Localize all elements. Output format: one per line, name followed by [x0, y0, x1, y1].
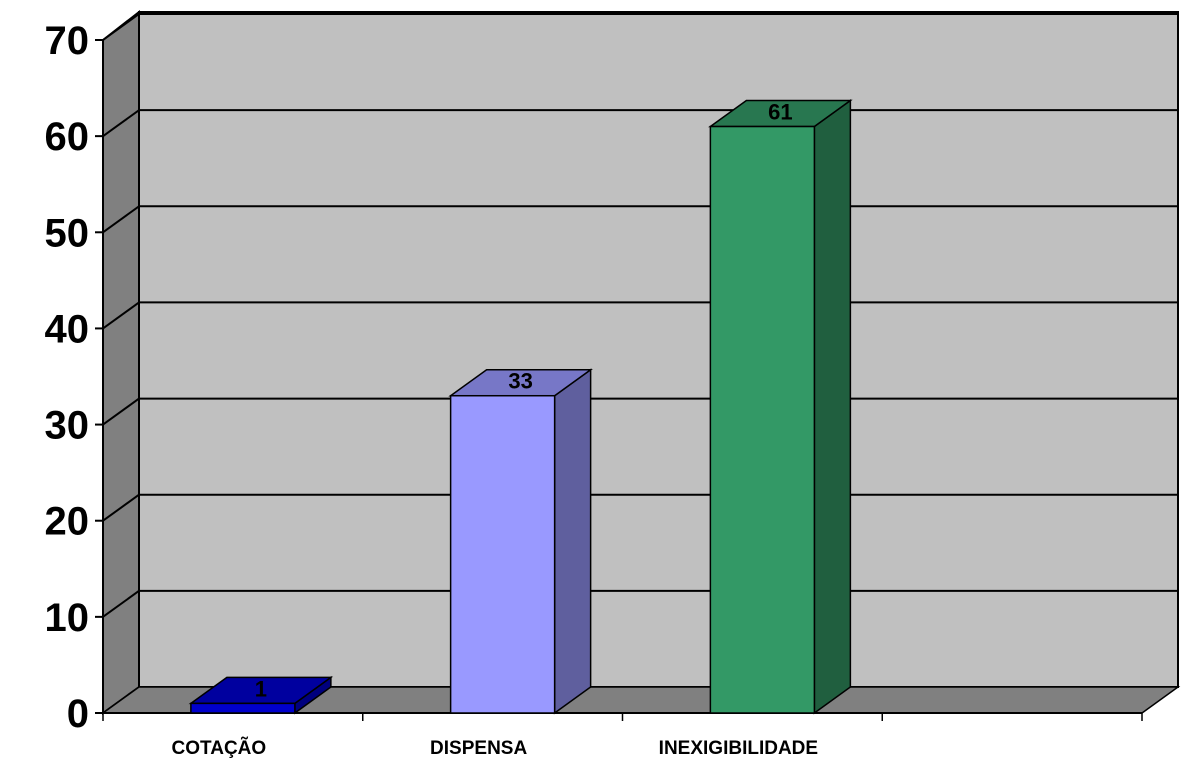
bar-1 — [188, 675, 334, 715]
data-label: 33 — [508, 369, 532, 394]
data-labels: 1 33 61 — [255, 100, 793, 702]
bar-2 — [448, 368, 593, 715]
data-label: 61 — [768, 100, 792, 125]
bar-front — [190, 702, 296, 714]
y-tick-label: 40 — [45, 307, 90, 351]
gridlines — [102, 13, 1178, 618]
gridline-side — [102, 109, 140, 137]
gridline-side — [102, 397, 140, 426]
y-axis: 0 10 20 30 40 50 60 70 — [45, 19, 104, 736]
gridline-side — [102, 493, 140, 522]
y-tick-label: 10 — [45, 596, 90, 640]
y-tick-label: 0 — [67, 692, 89, 736]
bar-3 — [708, 99, 853, 715]
x-tick-label: DISPENSA — [430, 738, 527, 759]
gridline-side — [102, 205, 140, 234]
back-wall — [138, 11, 1179, 688]
bar-front — [449, 394, 556, 714]
y-tick-label: 30 — [45, 404, 90, 448]
side-wall — [102, 9, 140, 715]
bar-side — [553, 368, 592, 715]
x-tick-label: COTAÇÃO — [172, 737, 267, 759]
bar-side — [813, 99, 852, 715]
y-tick-label: 70 — [45, 19, 90, 63]
y-tick-label: 60 — [45, 115, 90, 159]
bar-front — [709, 125, 816, 714]
y-tick-label: 20 — [45, 500, 90, 544]
gridline-side — [102, 13, 140, 41]
x-axis: COTAÇÃO DISPENSA INEXIGIBILIDADE — [102, 712, 1143, 759]
gridline-side — [102, 590, 140, 618]
bars — [188, 99, 853, 715]
x-tick-label: INEXIGIBILIDADE — [659, 738, 818, 759]
data-label: 1 — [255, 676, 267, 701]
y-tick-label: 50 — [45, 211, 90, 255]
gridline-side — [102, 301, 140, 330]
